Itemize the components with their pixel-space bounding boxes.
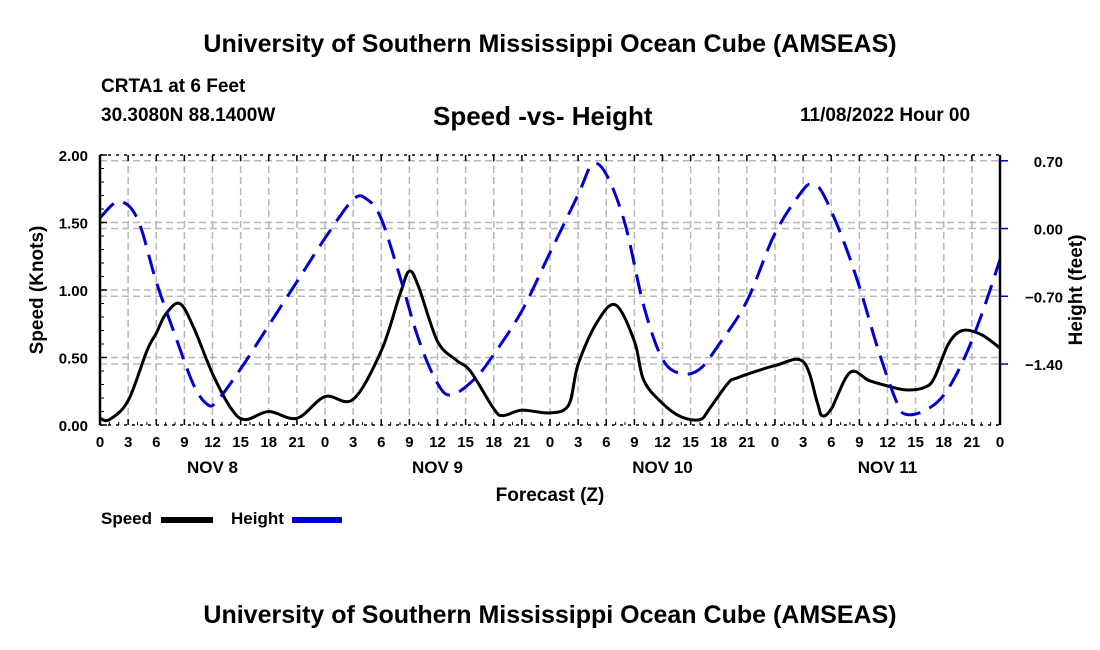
legend-speed-swatch	[161, 517, 213, 523]
coordinates-label: 30.3080N 88.1400W	[101, 105, 276, 126]
x-tick-label: 6	[602, 434, 610, 451]
chart-title: Speed -vs- Height	[433, 101, 653, 131]
x-tick-label: 9	[180, 434, 188, 451]
x-tick-label: 12	[654, 434, 671, 451]
x-tick-label: 15	[907, 434, 924, 451]
x-tick-label: 21	[964, 434, 981, 451]
day-label: NOV 11	[858, 458, 918, 477]
x-tick-label: 0	[546, 434, 554, 451]
x-tick-label: 0	[321, 434, 329, 451]
y-tick-label: 1.50	[59, 216, 88, 233]
x-tick-label: 12	[429, 434, 446, 451]
x-tick-label: 6	[152, 434, 160, 451]
y-tick-label: 0.50	[59, 351, 88, 368]
day-label: NOV 9	[412, 458, 463, 477]
x-tick-label: 15	[682, 434, 699, 451]
legend-speed-label: Speed	[101, 509, 153, 528]
datetime-label: 11/08/2022 Hour 00	[800, 105, 971, 126]
x-tick-label: 9	[855, 434, 863, 451]
y-tick-label: 2.00	[59, 148, 88, 165]
main-title: University of Southern Mississippi Ocean…	[203, 30, 897, 58]
day-label: NOV 8	[187, 458, 238, 477]
grid	[100, 155, 1000, 425]
y-tick-label: 1.00	[59, 283, 88, 300]
x-tick-label: 15	[457, 434, 474, 451]
axes	[98, 154, 1008, 426]
legend-height-swatch	[292, 517, 342, 523]
x-tick-label: 21	[289, 434, 306, 451]
series-line-speed	[99, 269, 1001, 423]
y-axis-label: Speed (Knots)	[27, 226, 48, 355]
x-tick-label: 0	[96, 434, 104, 451]
x-axis-label: Forecast (Z)	[496, 485, 605, 506]
x-tick-label: 18	[935, 434, 952, 451]
x-tick-label: 0	[771, 434, 779, 451]
x-tick-label: 18	[485, 434, 502, 451]
day-label: NOV 10	[632, 458, 692, 477]
station-label: CRTA1 at 6 Feet	[101, 76, 246, 97]
axis-labels: 0 3 6 9 12 15 18 21 0 3 6 9 12 15 18 21 0 3 6 9 12 15 18 21 0 3 6 9…	[27, 148, 1087, 506]
x-tick-label: 9	[630, 434, 638, 451]
legend-height-label: Height	[231, 509, 284, 528]
x-tick-label: 6	[827, 434, 835, 451]
x-tick-label: 3	[574, 434, 582, 451]
y2-tick-label: −0.70	[1025, 289, 1063, 306]
series-layer	[98, 161, 1002, 423]
x-tick-label: 3	[799, 434, 807, 451]
bottom-title: University of Southern Mississippi Ocean…	[203, 601, 897, 629]
x-tick-label: 9	[405, 434, 413, 451]
x-tick-label: 3	[349, 434, 357, 451]
x-tick-label: 12	[879, 434, 896, 451]
x-tick-label: 6	[377, 434, 385, 451]
y2-axis-label: Height (feet)	[1066, 235, 1087, 346]
x-tick-label: 3	[124, 434, 132, 451]
y2-tick-label: 0.70	[1034, 154, 1063, 171]
x-tick-label: 15	[232, 434, 249, 451]
x-tick-label: 18	[260, 434, 277, 451]
y2-tick-label: −1.40	[1025, 357, 1063, 374]
y2-tick-label: 0.00	[1034, 222, 1063, 239]
series-line-height	[98, 161, 1002, 417]
x-tick-label: 12	[204, 434, 221, 451]
x-tick-label: 0	[996, 434, 1004, 451]
y-tick-label: 0.00	[59, 418, 88, 435]
x-tick-label: 21	[739, 434, 756, 451]
x-tick-label: 21	[514, 434, 531, 451]
x-tick-label: 18	[710, 434, 727, 451]
